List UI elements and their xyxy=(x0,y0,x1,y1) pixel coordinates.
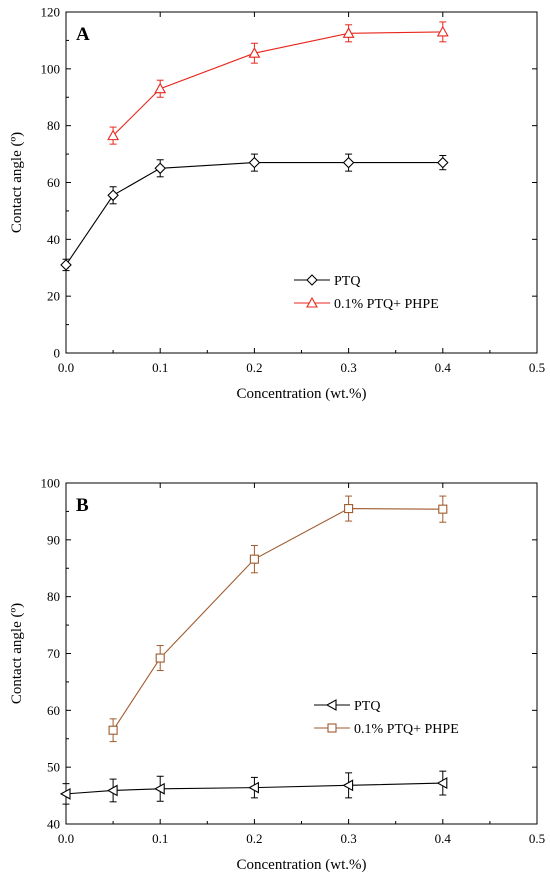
x-tick-label: 0.0 xyxy=(58,360,74,375)
legend-marker xyxy=(306,274,318,286)
y-tick-label: 120 xyxy=(41,5,61,20)
x-tick-label: 0.2 xyxy=(246,831,262,846)
y-tick-label: 40 xyxy=(47,817,60,832)
data-point xyxy=(248,47,261,58)
y-tick-label: 100 xyxy=(41,61,61,76)
data-point xyxy=(107,189,119,202)
legend: PTQ 0.1% PTQ+ PHPE xyxy=(314,699,459,737)
y-tick-label: 50 xyxy=(47,760,60,775)
y-tick-label: 0 xyxy=(54,346,61,361)
x-tick-label: 0.0 xyxy=(58,831,74,846)
y-tick-label: 70 xyxy=(47,646,60,661)
panel-label: A xyxy=(76,24,90,45)
data-point xyxy=(342,779,354,792)
data-point xyxy=(249,554,259,564)
data-point xyxy=(60,259,72,271)
y-tick-label: 40 xyxy=(47,232,60,247)
y-tick-label: 80 xyxy=(47,118,60,133)
y-axis-title: Contact angle (º) xyxy=(9,603,25,704)
x-tick-label: 0.4 xyxy=(435,831,452,846)
legend-label: 0.1% PTQ+ PHPE xyxy=(354,722,459,737)
y-tick-label: 90 xyxy=(47,532,60,547)
chart-panel-a: 0.0 0.1 0.2 0.3 0.4 0.5 0 20 40 60 80 100 120 Concent… xyxy=(9,5,545,403)
data-point xyxy=(344,504,354,514)
x-tick-label: 0.1 xyxy=(152,360,168,375)
x-tick-label: 0.5 xyxy=(529,360,545,375)
series-line xyxy=(112,31,443,137)
legend-label: 0.1% PTQ+ PHPE xyxy=(334,297,439,312)
plot-frame xyxy=(65,11,538,354)
data-point xyxy=(438,504,448,514)
data-point xyxy=(342,156,355,169)
series-line xyxy=(65,162,443,266)
x-tick-label: 0.1 xyxy=(152,831,168,846)
legend-marker xyxy=(327,723,337,733)
x-tick-label: 0.3 xyxy=(340,360,356,375)
data-point xyxy=(106,784,118,797)
data-point xyxy=(155,653,165,663)
x-tick-label: 0.3 xyxy=(340,831,356,846)
data-point xyxy=(248,781,259,794)
y-tick-label: 60 xyxy=(47,703,60,718)
series-ptq-phpe xyxy=(107,21,449,145)
data-point xyxy=(436,25,449,37)
data-point xyxy=(107,129,120,141)
series-ptq-phpe xyxy=(108,495,448,743)
data-point xyxy=(59,787,71,800)
y-tick-label: 80 xyxy=(47,589,60,604)
legend-label: PTQ xyxy=(354,699,380,714)
panel-label: B xyxy=(76,495,89,516)
chart-panel-b: 0.0 0.1 0.2 0.3 0.4 0.5 40 50 60 70 80 90 100 Concent… xyxy=(9,476,545,874)
data-point xyxy=(154,782,165,795)
series-line xyxy=(112,508,443,731)
x-tick-label: 0.4 xyxy=(435,360,452,375)
data-point xyxy=(342,27,355,38)
legend-marker xyxy=(306,296,318,308)
data-point xyxy=(108,725,118,735)
series-ptq xyxy=(59,770,448,805)
legend: PTQ 0.1% PTQ+ PHPE xyxy=(294,274,439,312)
data-point xyxy=(154,82,167,94)
series-line xyxy=(65,782,443,795)
x-axis-title: Concentration (wt.%) xyxy=(237,386,367,402)
series-ptq xyxy=(60,153,449,272)
y-tick-label: 100 xyxy=(41,476,61,491)
data-point xyxy=(437,156,449,169)
y-tick-label: 60 xyxy=(47,175,60,190)
data-point xyxy=(248,156,261,169)
x-tick-label: 0.5 xyxy=(529,831,545,846)
legend-marker xyxy=(325,699,337,711)
y-tick-label: 20 xyxy=(47,289,60,304)
x-axis-title: Concentration (wt.%) xyxy=(237,857,367,873)
data-point xyxy=(154,162,166,175)
data-point xyxy=(436,777,448,790)
legend-label: PTQ xyxy=(334,274,360,289)
x-tick-label: 0.2 xyxy=(246,360,262,375)
y-axis-title: Contact angle (º) xyxy=(9,132,25,233)
